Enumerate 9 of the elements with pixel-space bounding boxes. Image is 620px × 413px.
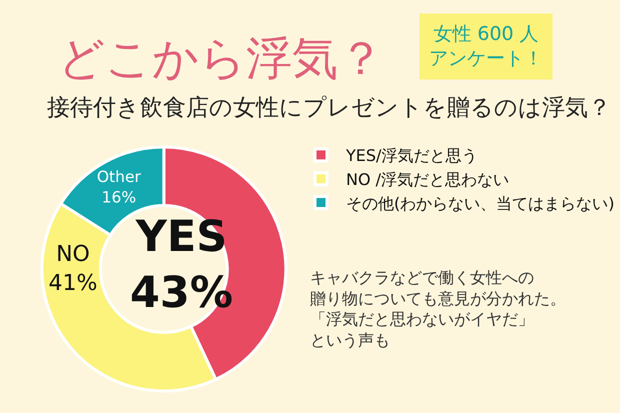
legend-label: その他(わからない、当てはまらない): [346, 194, 614, 213]
legend-label: YES/浮気だと思う: [345, 146, 478, 166]
legend-label: NO /浮気だと思わない: [346, 170, 510, 189]
text: 女性 600 人アンケート！: [429, 23, 543, 70]
chart-subtitle: 接待付き飲食店の女性にプレゼントを贈るのは浮気？: [47, 95, 611, 121]
chart-title: どこから浮気？: [58, 31, 384, 86]
text: キャバクラなどで働く女性への贈り物についても意見が分かれた。「浮気だと思わないがイヤだ」という声も: [310, 268, 566, 350]
data-label: NO 41%: [48, 242, 98, 296]
data-label: Other 16%: [96, 168, 142, 206]
